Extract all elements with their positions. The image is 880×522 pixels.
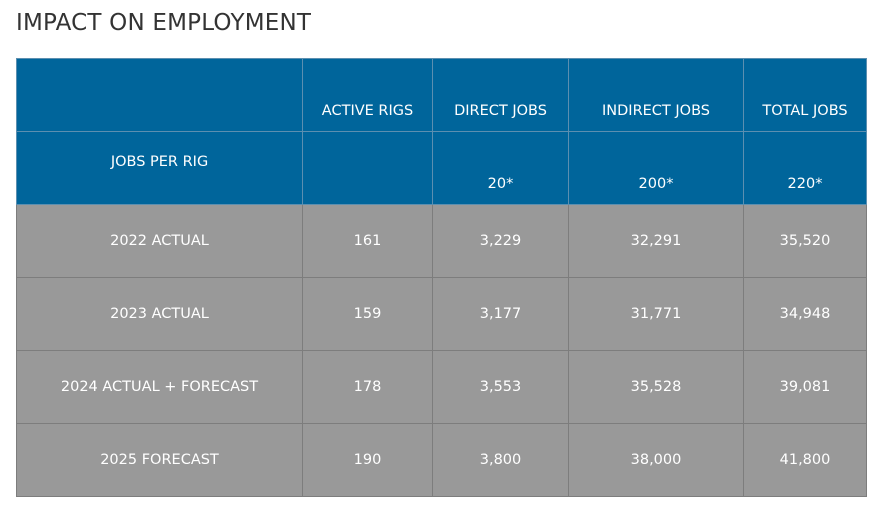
page-title: IMPACT ON EMPLOYMENT — [16, 10, 312, 36]
empty-cell — [302, 131, 433, 205]
table-cell: 20* — [432, 131, 569, 205]
table-cell: 2022 ACTUAL — [16, 204, 303, 278]
table-cell: ACTIVE RIGS — [302, 58, 433, 132]
table-cell: DIRECT JOBS — [432, 58, 569, 132]
table-cell: 35,520 — [743, 204, 867, 278]
table-cell: 35,528 — [568, 350, 744, 424]
table-cell: 3,800 — [432, 423, 569, 497]
table-cell: JOBS PER RIG — [16, 131, 303, 205]
table-cell: 159 — [302, 277, 433, 351]
jobs-per-rig-row: JOBS PER RIG 20* 200* 220* — [16, 131, 867, 205]
table-cell: 39,081 — [743, 350, 867, 424]
table-cell: 161 — [302, 204, 433, 278]
table-cell: 3,229 — [432, 204, 569, 278]
table-cell: 2023 ACTUAL — [16, 277, 303, 351]
table-cell: 34,948 — [743, 277, 867, 351]
table-cell: 38,000 — [568, 423, 744, 497]
data-row: 2025 FORECAST 190 3,800 38,000 41,800 — [16, 423, 867, 497]
table-cell: 32,291 — [568, 204, 744, 278]
table-cell: TOTAL JOBS — [743, 58, 867, 132]
table-cell: 31,771 — [568, 277, 744, 351]
table-cell: 178 — [302, 350, 433, 424]
table-cell: 41,800 — [743, 423, 867, 497]
table-cell: 200* — [568, 131, 744, 205]
data-row: 2023 ACTUAL 159 3,177 31,771 34,948 — [16, 277, 867, 351]
table-cell: 3,553 — [432, 350, 569, 424]
table-cell: 2024 ACTUAL + FORECAST — [16, 350, 303, 424]
table-cell: 190 — [302, 423, 433, 497]
table-cell: 3,177 — [432, 277, 569, 351]
data-row: 2024 ACTUAL + FORECAST 178 3,553 35,528 39,0… — [16, 350, 867, 424]
employment-table: ACTIVE RIGS DIRECT JOBS INDIRECT JOBS TOTAL… — [16, 58, 867, 497]
empty-cell — [16, 58, 303, 132]
table-cell: 2025 FORECAST — [16, 423, 303, 497]
data-row: 2022 ACTUAL 161 3,229 32,291 35,520 — [16, 204, 867, 278]
table-cell: 220* — [743, 131, 867, 205]
table-cell: INDIRECT JOBS — [568, 58, 744, 132]
header-row: ACTIVE RIGS DIRECT JOBS INDIRECT JOBS TOTAL… — [16, 58, 867, 132]
